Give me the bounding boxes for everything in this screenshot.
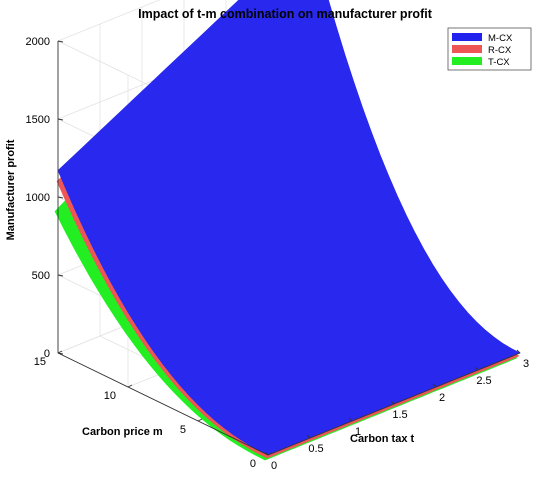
z-tick-mark (57, 118, 64, 121)
x-tick-label: 2.5 (476, 375, 491, 387)
z-tick-mark (57, 40, 64, 43)
surface-shading (58, 0, 520, 455)
x-tick-mark (474, 366, 479, 371)
x-tick-label: 3 (523, 358, 529, 370)
y-axis-label: Carbon price m (82, 426, 163, 438)
x-tick-mark (390, 400, 395, 405)
y-tick-label: 5 (180, 424, 186, 436)
legend-swatch-r-cx (452, 45, 482, 53)
x-tick-mark (516, 349, 521, 354)
z-tick-mark (57, 274, 64, 277)
legend-label-m-cx: M-CX (488, 33, 513, 44)
x-axis-label: Carbon tax t (350, 433, 415, 445)
y-tick-mark (57, 350, 63, 354)
y-tick-mark (197, 418, 203, 422)
z-tick-mark (57, 352, 64, 355)
legend-swatch-t-cx (452, 57, 482, 65)
legend-label-t-cx: T-CX (488, 57, 510, 68)
x-tick-label: 0.5 (308, 443, 323, 455)
x-tick-mark (432, 383, 437, 388)
y-tick-label: 0 (250, 458, 256, 470)
x-tick-mark (264, 451, 269, 456)
legend: M-CXR-CXT-CX (447, 27, 532, 71)
x-tick-label: 2 (439, 392, 445, 404)
z-tick-mark (57, 196, 64, 199)
y-tick-label: 15 (34, 356, 46, 368)
z-tick-label: 1500 (26, 114, 50, 126)
backwall-gridline (57, 0, 161, 42)
x-tick-label: 1.5 (392, 409, 407, 421)
y-tick-label: 10 (104, 390, 116, 402)
y-tick-mark (267, 452, 273, 456)
legend-swatch-m-cx (452, 33, 482, 41)
series-layer (54, 0, 521, 461)
legend-label-r-cx: R-CX (488, 45, 512, 56)
x-tick-mark (348, 417, 353, 422)
chart-title: Impact of t-m combination on manufacture… (138, 7, 433, 21)
x-tick-label: 0 (271, 460, 277, 472)
x-tick-label: 1 (355, 426, 361, 438)
y-tick-mark (127, 384, 133, 388)
x-tick-mark (306, 434, 311, 439)
z-tick-label: 1000 (26, 192, 50, 204)
z-axis-label: Manufacturer profit (5, 139, 17, 240)
z-tick-label: 0 (44, 348, 50, 360)
z-tick-label: 500 (32, 270, 50, 282)
y-axis-line (57, 352, 269, 456)
z-tick-label: 2000 (26, 36, 50, 48)
